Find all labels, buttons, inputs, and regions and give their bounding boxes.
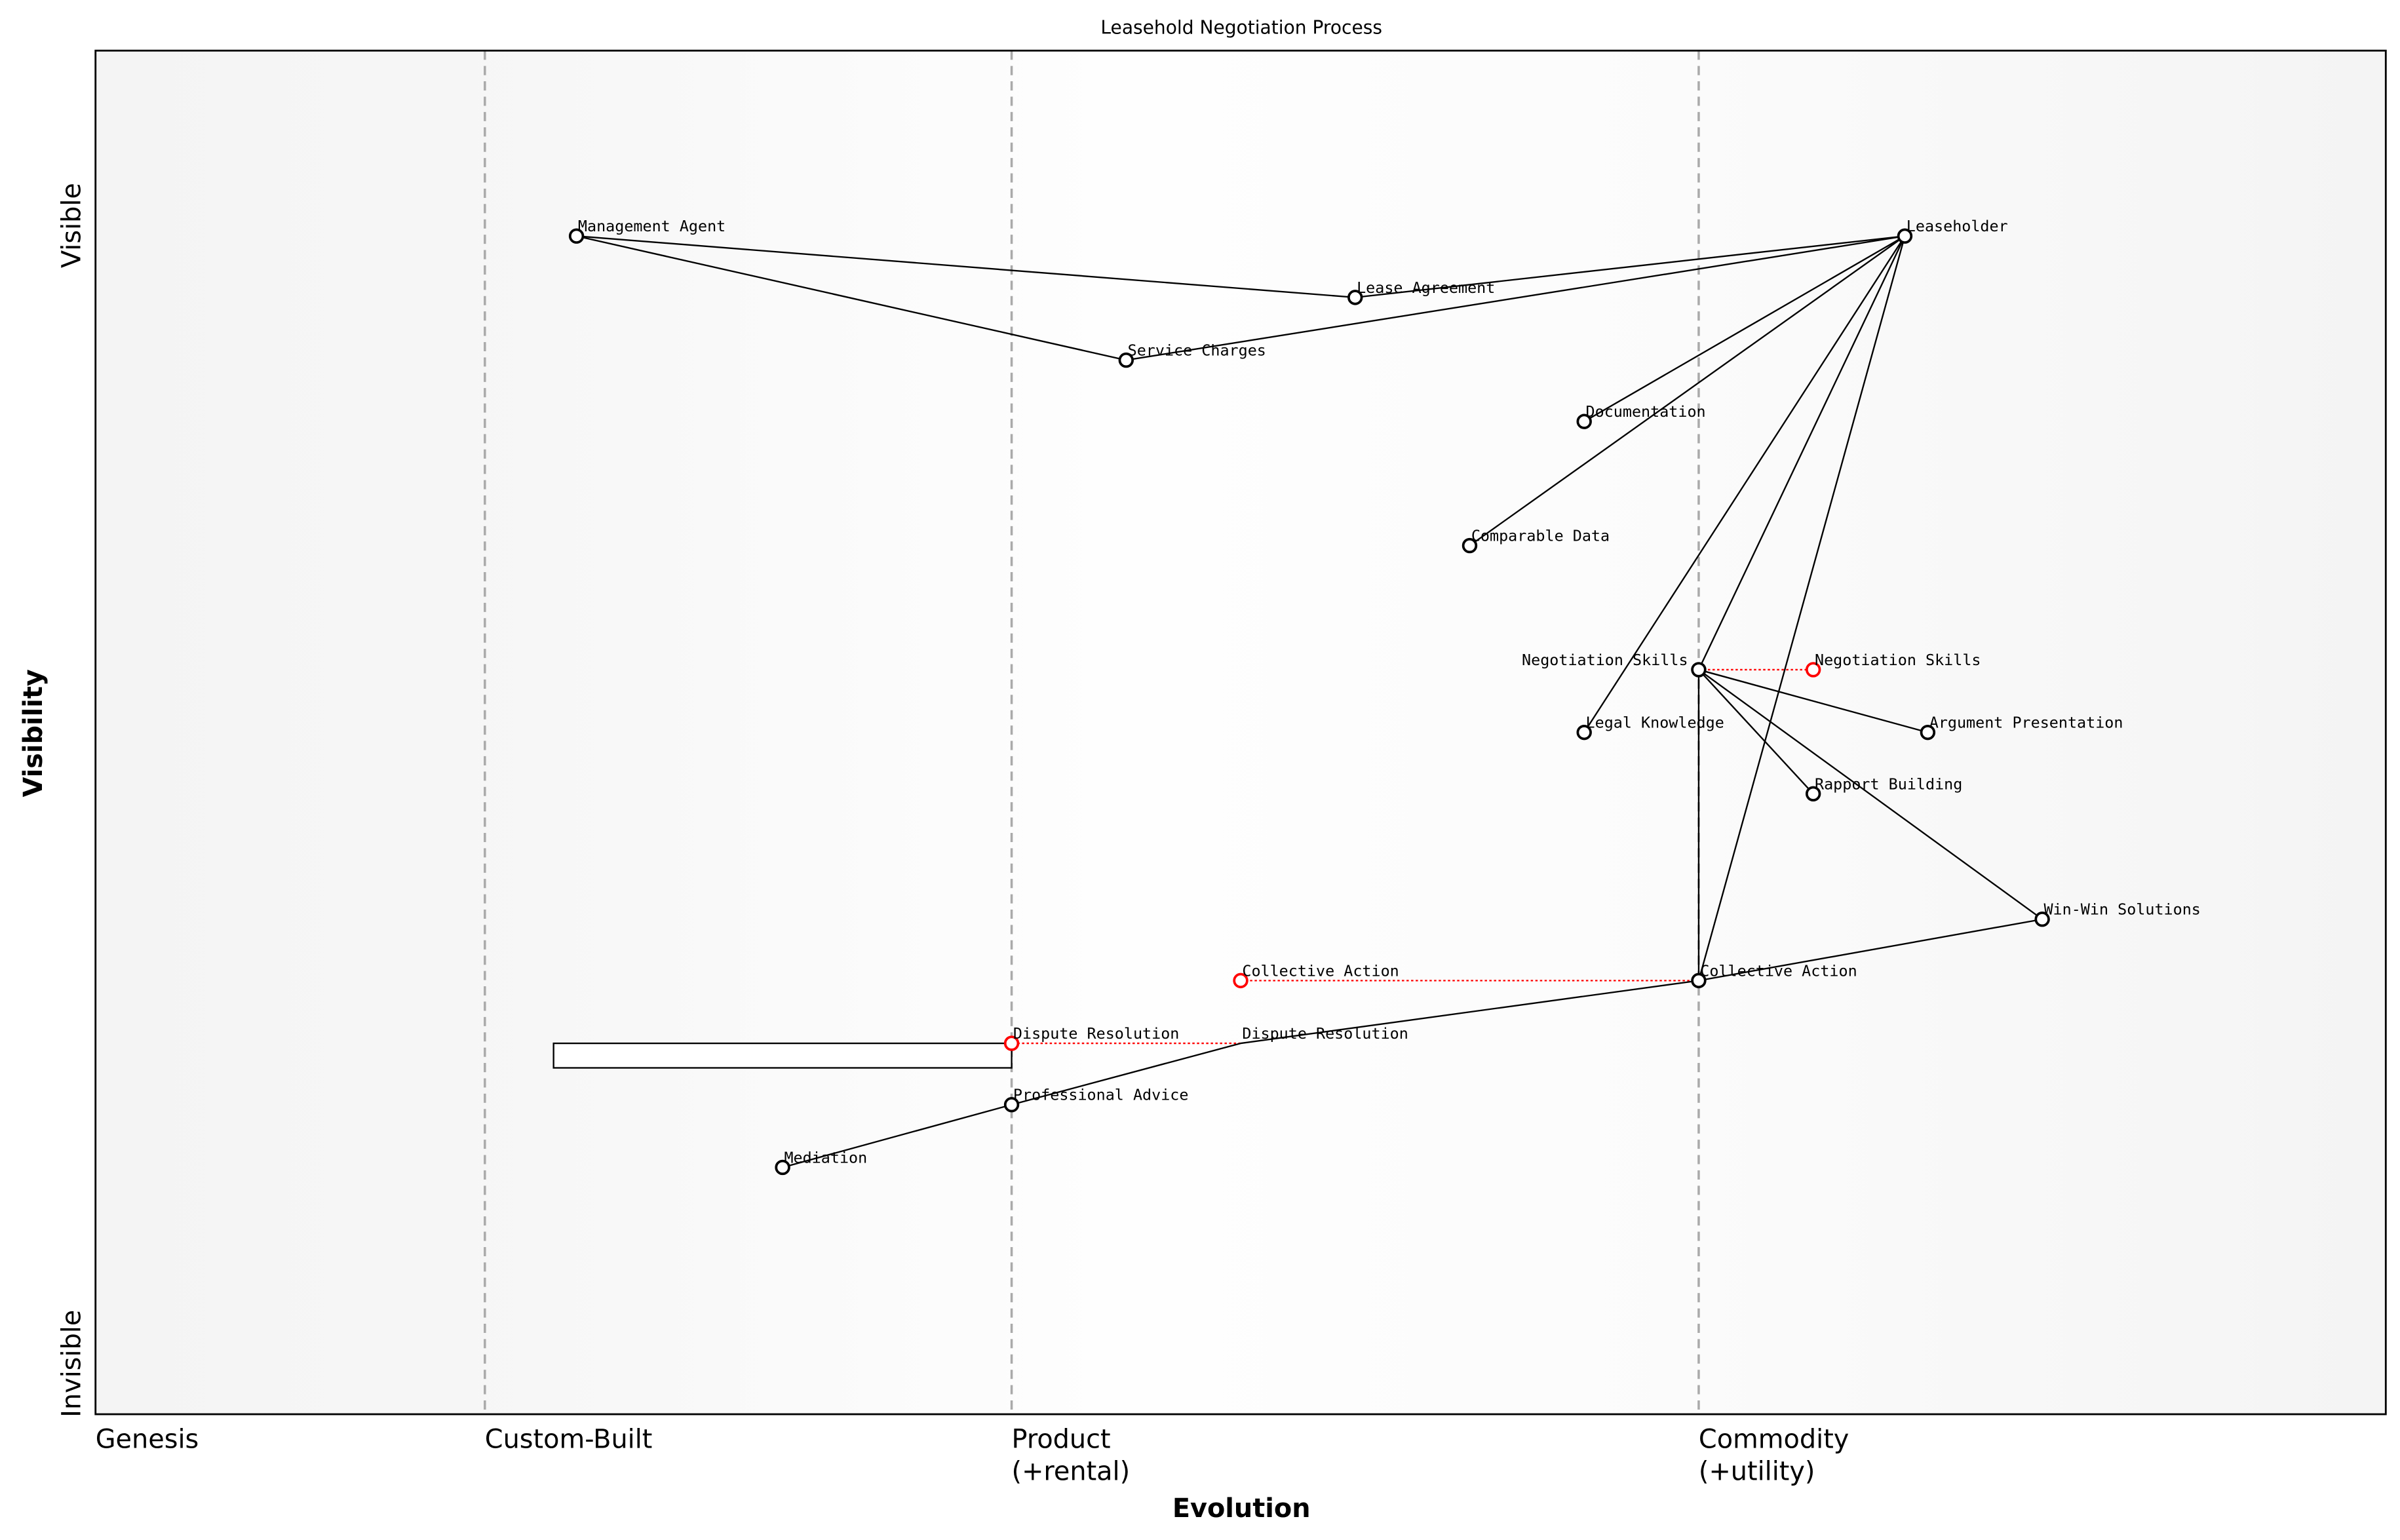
component-label: Collective Action: [1700, 961, 1857, 980]
component-marker[interactable]: [1805, 786, 1821, 801]
component-marker[interactable]: [1003, 1097, 1020, 1113]
stage-label: Commodity: [1699, 1425, 1849, 1455]
component-mediation[interactable]: Mediation: [775, 1148, 867, 1176]
component-label: Rapport Building: [1815, 775, 1962, 793]
stage-label: Custom-Built: [485, 1425, 653, 1455]
evolved-collective-action[interactable]: Collective Action: [1233, 961, 1399, 989]
component-label: Documentation: [1586, 402, 1706, 421]
evolved-marker[interactable]: [1805, 662, 1821, 678]
component-label: Mediation: [784, 1148, 867, 1166]
component-negotiation-skills[interactable]: Negotiation Skills: [1522, 651, 1707, 678]
dependency-link: [1355, 235, 1905, 299]
pipeline-box: [552, 1042, 1013, 1069]
dependency-link: [782, 1104, 1012, 1168]
component-marker[interactable]: [1691, 972, 1707, 989]
dependency-link: [1698, 669, 1814, 795]
map-title: Leasehold Negotiation Process: [1100, 16, 1382, 38]
x-axis-title: Evolution: [1172, 1493, 1311, 1524]
dependency-link: [1697, 235, 1906, 981]
component-label: Dispute Resolution: [1242, 1024, 1408, 1043]
dependency-link: [1469, 235, 1906, 547]
evolved-label: Collective Action: [1242, 961, 1399, 980]
evolved-dispute-resolution[interactable]: Dispute Resolution: [1003, 1024, 1180, 1051]
component-label: Win-Win Solutions: [2043, 900, 2200, 919]
component-marker[interactable]: [2034, 912, 2050, 927]
evolved-negotiation-skills[interactable]: Negotiation Skills: [1805, 651, 1981, 678]
component-marker[interactable]: [568, 228, 585, 244]
evolved-label: Negotiation Skills: [1815, 651, 1981, 669]
component-comparable-data[interactable]: Comparable Data: [1461, 527, 1610, 554]
component-label: Professional Advice: [1013, 1086, 1189, 1104]
dependency-link: [1126, 235, 1905, 361]
plot-frame: [94, 49, 2387, 1415]
component-argument-presentation[interactable]: Argument Presentation: [1920, 714, 2123, 741]
stage-label: Product: [1012, 1425, 1111, 1455]
component-marker[interactable]: [1576, 724, 1592, 741]
dependency-link: [1583, 235, 1906, 733]
component-win-win-solutions[interactable]: Win-Win Solutions: [2034, 900, 2201, 927]
dependency-link: [576, 235, 1355, 299]
dependency-link: [1698, 918, 2043, 982]
dependency-link: [576, 235, 1127, 361]
component-label: Service Charges: [1128, 341, 1266, 360]
dependency-link: [1011, 1042, 1241, 1106]
component-marker[interactable]: [1118, 352, 1134, 368]
y-top-label: Visible: [56, 183, 87, 268]
evolved-label: Dispute Resolution: [1013, 1024, 1179, 1043]
component-management-agent[interactable]: Management Agent: [568, 217, 726, 244]
dependency-link: [1240, 980, 1699, 1045]
component-marker[interactable]: [1347, 290, 1363, 305]
component-label: Management Agent: [578, 217, 726, 235]
component-label: Lease Agreement: [1357, 279, 1495, 297]
stage-sublabel: (+rental): [1012, 1457, 1131, 1487]
component-marker[interactable]: [1691, 662, 1707, 678]
component-label: Argument Presentation: [1929, 714, 2123, 732]
component-marker[interactable]: [775, 1159, 790, 1176]
dependency-link: [1698, 668, 1928, 733]
component-rapport-building[interactable]: Rapport Building: [1805, 775, 1962, 801]
evolved-marker[interactable]: [1233, 972, 1248, 989]
component-leaseholder[interactable]: Leaseholder: [1897, 217, 2008, 244]
plot-background: [95, 50, 2386, 1415]
component-label: Negotiation Skills: [1522, 651, 1688, 669]
component-marker[interactable]: [1897, 228, 1913, 244]
component-marker[interactable]: [1920, 724, 1936, 741]
component-lease-agreement[interactable]: Lease Agreement: [1347, 279, 1495, 305]
component-collective-action[interactable]: Collective Action: [1691, 961, 1857, 989]
stage-label: Genesis: [96, 1425, 199, 1455]
component-marker[interactable]: [1576, 414, 1592, 429]
component-label: Leaseholder: [1906, 217, 2008, 235]
component-documentation[interactable]: Documentation: [1576, 402, 1706, 429]
component-dispute-resolution[interactable]: Dispute Resolution: [1242, 1024, 1408, 1043]
evolved-marker[interactable]: [1003, 1035, 1020, 1051]
component-service-charges[interactable]: Service Charges: [1118, 341, 1266, 368]
component-marker[interactable]: [1461, 537, 1478, 554]
stage-sublabel: (+utility): [1699, 1457, 1815, 1487]
component-label: Comparable Data: [1471, 527, 1610, 545]
dependency-link: [1583, 235, 1906, 423]
y-axis-title: Visibility: [18, 669, 48, 797]
dependency-link: [1698, 668, 2043, 920]
component-label: Legal Knowledge: [1586, 714, 1724, 732]
dependency-link: [1697, 235, 1906, 670]
component-legal-knowledge[interactable]: Legal Knowledge: [1576, 714, 1724, 741]
y-bottom-label: Invisible: [56, 1310, 87, 1417]
component-professional-advice[interactable]: Professional Advice: [1003, 1086, 1189, 1113]
